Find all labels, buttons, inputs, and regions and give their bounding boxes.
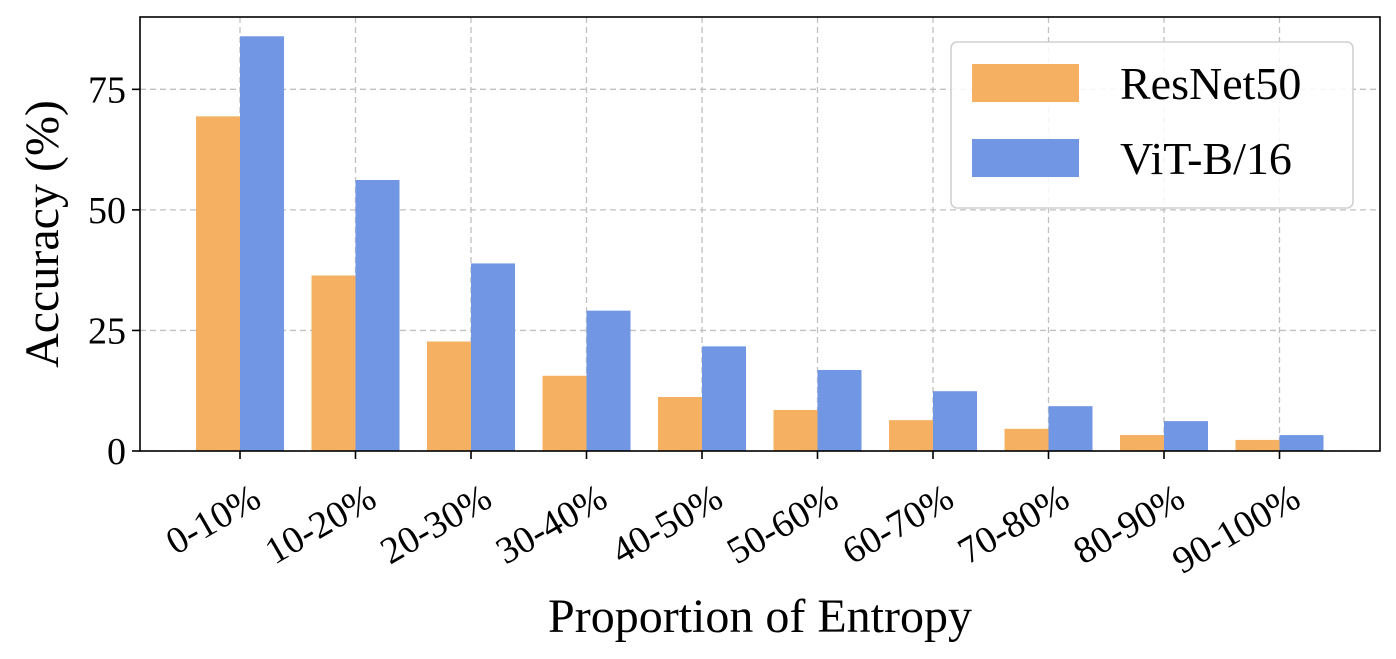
x-axis-ticks: 0-10%10-20%20-30%30-40%40-50%50-60%60-70… — [159, 451, 1307, 582]
y-tick-label: 50 — [88, 190, 126, 232]
x-axis-title: Proportion of Entropy — [548, 590, 972, 643]
bar-resnet50-30-40 — [543, 376, 587, 451]
bar-vit-b-16-0-10 — [240, 36, 284, 451]
bar-vit-b-16-70-80 — [1049, 406, 1093, 451]
bar-resnet50-20-30 — [427, 342, 471, 451]
x-tick-label: 20-30% — [374, 476, 499, 573]
bar-resnet50-70-80 — [1005, 429, 1049, 451]
legend-swatch-vit-b-16 — [972, 139, 1079, 177]
legend: ResNet50 ViT-B/16 — [951, 42, 1353, 208]
x-tick-label: 0-10% — [159, 476, 268, 563]
bar-resnet50-10-20 — [312, 275, 356, 451]
bar-vit-b-16-60-70 — [933, 391, 977, 451]
bar-resnet50-40-50 — [658, 397, 702, 451]
bar-resnet50-0-10 — [196, 116, 240, 451]
legend-swatch-resnet50 — [972, 64, 1079, 102]
bar-vit-b-16-90-100 — [1280, 435, 1324, 451]
y-tick-label: 0 — [107, 431, 126, 473]
y-axis-title: Accuracy (%) — [16, 100, 69, 368]
y-tick-label: 75 — [88, 69, 126, 111]
bar-resnet50-80-90 — [1120, 435, 1164, 451]
bar-vit-b-16-10-20 — [356, 180, 400, 451]
legend-label-resnet50: ResNet50 — [1120, 58, 1301, 109]
bar-vit-b-16-30-40 — [587, 311, 631, 451]
y-tick-label: 25 — [88, 310, 126, 352]
x-tick-label: 50-60% — [720, 476, 845, 573]
y-axis-ticks: 0 25 50 75 — [88, 69, 140, 473]
bar-resnet50-90-100 — [1236, 440, 1280, 451]
bar-vit-b-16-80-90 — [1164, 421, 1208, 451]
bar-vit-b-16-20-30 — [471, 263, 515, 451]
bar-vit-b-16-50-60 — [818, 370, 862, 451]
bar-resnet50-50-60 — [774, 410, 818, 451]
x-tick-label: 60-70% — [836, 476, 961, 573]
bar-resnet50-60-70 — [889, 420, 933, 451]
x-tick-label: 10-20% — [258, 476, 383, 573]
x-tick-label: 30-40% — [489, 476, 614, 573]
x-tick-label: 90-100% — [1166, 476, 1308, 582]
x-tick-label: 40-50% — [605, 476, 730, 573]
bar-vit-b-16-40-50 — [702, 346, 746, 451]
legend-label-vit-b-16: ViT-B/16 — [1120, 133, 1292, 184]
x-tick-label: 70-80% — [951, 476, 1076, 573]
